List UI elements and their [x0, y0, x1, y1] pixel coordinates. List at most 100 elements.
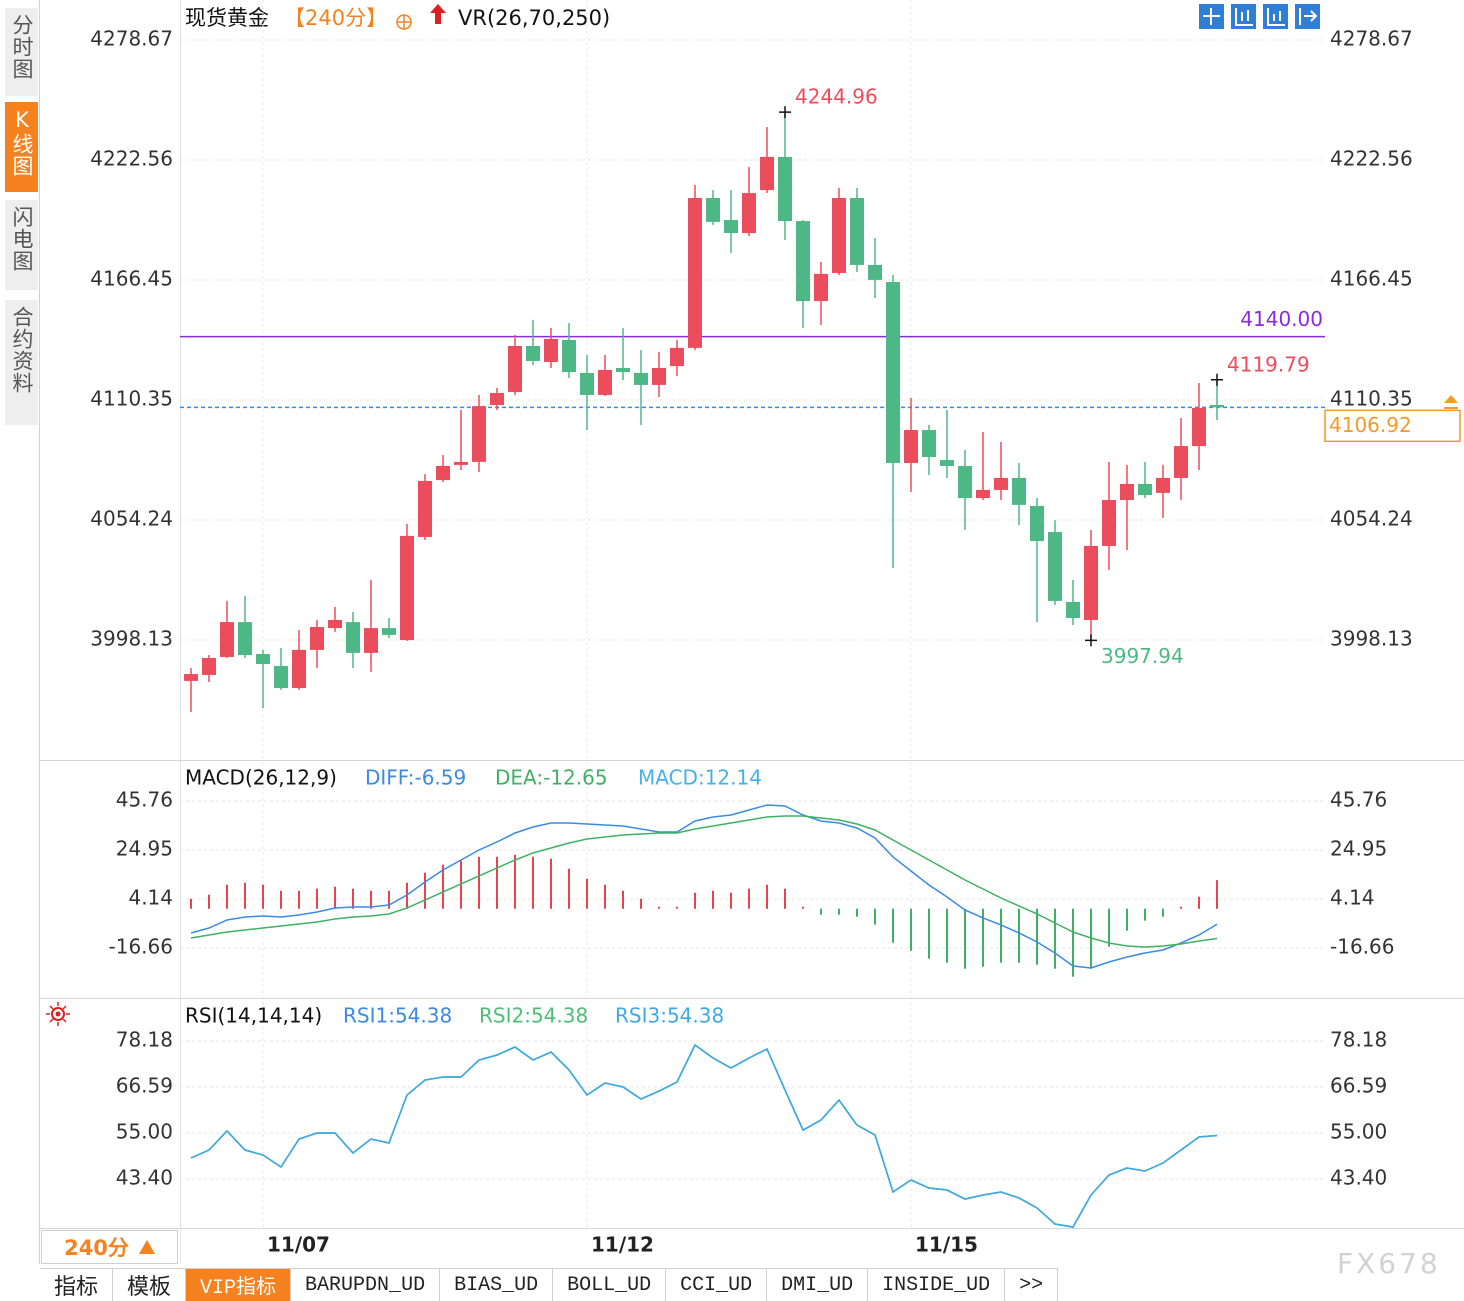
side-tab[interactable]: 闪电图	[5, 200, 38, 290]
legend-entry: RSI3:54.38	[615, 1004, 724, 1028]
candle-body	[742, 193, 756, 234]
histogram-bar	[496, 856, 498, 909]
candle-body	[832, 197, 846, 274]
bottom-tab[interactable]: INSIDE_UD	[868, 1269, 1006, 1301]
candle-body	[544, 338, 558, 363]
candle-body	[778, 156, 792, 222]
candle-body	[400, 535, 414, 641]
y-tick-label: 4.14	[128, 885, 173, 909]
side-tab[interactable]: 合约资料	[5, 300, 38, 425]
side-tab[interactable]: K线图	[5, 102, 38, 192]
candle-body	[958, 465, 972, 499]
settings-icon[interactable]	[46, 1002, 70, 1026]
bottom-tabs: 指标 模板 VIP指标 BARUPDN_UD BIAS_UD BOLL_UD CCI_UD D…	[40, 1268, 1059, 1301]
candle-body	[328, 619, 342, 629]
candle-body	[184, 674, 198, 681]
candle-body	[760, 156, 774, 191]
candle-body	[1066, 601, 1080, 619]
candle-body	[904, 430, 918, 463]
bottom-tab[interactable]: 指标	[40, 1269, 114, 1301]
histogram-bar	[514, 854, 516, 909]
histogram-bar	[874, 908, 876, 925]
panel-title: RSI(14,14,14)	[185, 1004, 322, 1028]
histogram-bar	[784, 888, 786, 909]
side-tab[interactable]: 分时图	[5, 8, 38, 96]
histogram-bar	[982, 908, 984, 967]
histogram-bar	[262, 884, 264, 909]
histogram-bar	[820, 908, 822, 915]
add-icon[interactable]	[396, 14, 412, 30]
candle-body	[472, 406, 486, 462]
period-button[interactable]: 240分	[41, 1230, 178, 1264]
candle-body	[562, 339, 576, 373]
candle-body	[1138, 483, 1152, 496]
candle-body	[886, 282, 900, 463]
instrument: 现货黄金	[185, 6, 269, 30]
histogram-bar	[1000, 908, 1002, 963]
candle-body	[310, 627, 324, 650]
candle-body	[598, 369, 612, 395]
y-tick-label: 78.18	[116, 1028, 173, 1052]
bottom-tab[interactable]: BOLL_UD	[553, 1269, 667, 1301]
bottom-tab[interactable]: BARUPDN_UD	[291, 1269, 441, 1301]
arrow-icon[interactable]	[430, 4, 446, 24]
histogram-bar	[388, 890, 390, 909]
legend-entry: RSI2:54.38	[479, 1004, 588, 1028]
candle-body	[454, 461, 468, 465]
histogram-bar	[352, 888, 354, 909]
candle-body	[814, 273, 828, 302]
indicator-line	[190, 1043, 1218, 1228]
y-tick-label-right: 4166.45	[1330, 267, 1413, 291]
candle-body	[346, 622, 360, 653]
bottom-tab[interactable]: 模板	[113, 1269, 187, 1301]
y-tick-label: 4222.56	[90, 146, 173, 170]
y-tick-label-right: 4110.35	[1330, 386, 1413, 410]
bottom-tab[interactable]: >>	[1005, 1269, 1059, 1301]
histogram-bar	[550, 858, 552, 909]
x-tick-label: 11/15	[915, 1233, 978, 1257]
candle-body	[1156, 477, 1170, 493]
bottom-tab[interactable]: BIAS_UD	[440, 1269, 554, 1301]
bottom-tab[interactable]: DMI_UD	[767, 1269, 869, 1301]
candle-body	[292, 649, 306, 688]
legend-entry: DIFF:-6.59	[365, 766, 466, 790]
y-tick-label: 4054.24	[90, 506, 173, 530]
histogram-bar	[442, 864, 444, 909]
candle-body	[616, 368, 630, 373]
x-tick-label: 11/07	[267, 1233, 330, 1257]
annotation-marker	[779, 106, 791, 119]
y-tick-label-right: 78.18	[1330, 1028, 1387, 1052]
bottom-tab[interactable]: CCI_UD	[666, 1269, 768, 1301]
candle-body	[238, 622, 252, 656]
candle-body	[868, 264, 882, 280]
histogram-bar	[730, 892, 732, 909]
candle-body	[922, 430, 936, 457]
watermark: FX678	[1337, 1247, 1441, 1280]
bottom-tab[interactable]: VIP指标	[186, 1269, 292, 1301]
candle-body	[1192, 408, 1206, 447]
y-tick-label-right: 4278.67	[1330, 26, 1413, 50]
histogram-bar	[892, 908, 894, 943]
candle-body	[652, 368, 666, 385]
y-tick-label: 45.76	[116, 787, 173, 811]
histogram-bar	[1126, 908, 1128, 931]
period-button-label: 240分	[64, 1236, 129, 1260]
y-tick-label-right: 4054.24	[1330, 506, 1413, 530]
candle-body	[508, 345, 522, 392]
period-button-arrow	[138, 1240, 155, 1254]
y-tick-label-right: 3998.13	[1330, 626, 1413, 650]
histogram-bar	[1108, 908, 1110, 947]
histogram-bar	[694, 892, 696, 909]
last-price-label: 4106.92	[1329, 413, 1412, 437]
candle-body	[1174, 446, 1188, 478]
histogram-bar	[1018, 908, 1020, 963]
y-tick-label-right: 45.76	[1330, 787, 1387, 811]
y-tick-label: 4166.45	[90, 267, 173, 291]
y-tick-label-right: 55.00	[1330, 1120, 1387, 1144]
candle-body	[220, 622, 234, 657]
histogram-bar	[928, 908, 930, 959]
histogram-bar	[568, 868, 570, 909]
annotation-marker	[1211, 373, 1223, 386]
candle-body	[940, 459, 954, 466]
